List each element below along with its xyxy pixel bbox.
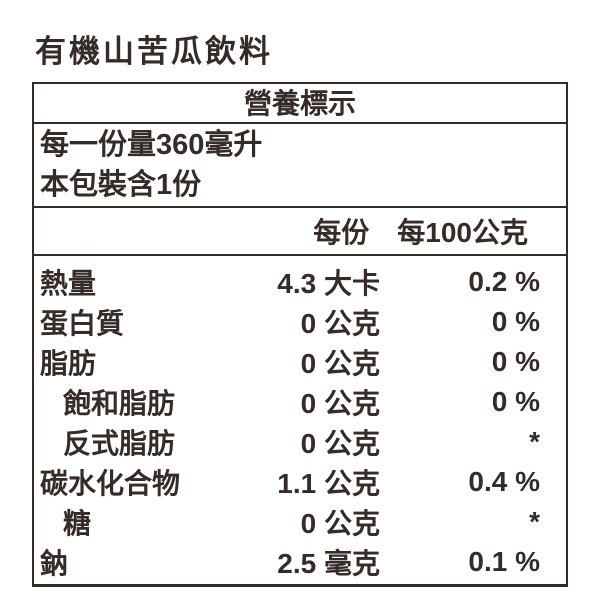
- nutrition-table-body: 熱量 4.3 大卡 0.2 % 蛋白質 0 公克 0 % 脂肪 0 公克 0 % 飽和脂肪 0 公克…: [34, 262, 566, 582]
- nutrition-panel: 營養標示 每一份量360毫升 本包裝含1份 每份 每100公克 熱量 4.3 大卡…: [32, 82, 568, 587]
- column-header-per-serving: 每份: [313, 217, 370, 248]
- nutrition-row: 蛋白質 0 公克 0 %: [34, 302, 566, 342]
- nutrition-row: 鈉 2.5 毫克 0.1 %: [34, 542, 566, 582]
- nutrition-rows-section: 熱量 4.3 大卡 0.2 % 蛋白質 0 公克 0 % 脂肪 0 公克 0 % 飽和脂肪 0 公克…: [34, 256, 566, 584]
- nutrition-row: 熱量 4.3 大卡 0.2 %: [34, 262, 566, 302]
- per-100g-value: *: [529, 426, 540, 457]
- nutrition-row: 反式脂肪 0 公克 *: [34, 422, 566, 462]
- per-100g-value: *: [529, 506, 540, 537]
- serving-info: 每一份量360毫升 本包裝含1份: [34, 124, 566, 208]
- product-title: 有機山苦瓜飲料: [35, 34, 273, 69]
- per-serving-value: 0 公克: [300, 308, 380, 339]
- per-100g-value: 0 %: [491, 346, 540, 377]
- per-100g-value: 0 %: [491, 306, 540, 337]
- nutrition-row: 糖 0 公克 *: [34, 502, 566, 542]
- nutrition-table: 熱量 4.3 大卡 0.2 % 蛋白質 0 公克 0 % 脂肪 0 公克 0 % 飽和脂肪 0 公克…: [34, 262, 566, 582]
- nutrition-row: 飽和脂肪 0 公克 0 %: [34, 382, 566, 422]
- nutrient-label: 反式脂肪: [63, 428, 176, 459]
- nutrient-label: 糖: [63, 508, 92, 539]
- per-serving-value: 1.1 公克: [277, 468, 380, 499]
- nutrient-label: 蛋白質: [40, 308, 125, 339]
- nutrient-label: 熱量: [40, 268, 97, 299]
- nutrient-label: 脂肪: [40, 348, 97, 379]
- nutrient-label: 飽和脂肪: [63, 388, 176, 419]
- per-serving-value: 4.3 大卡: [277, 268, 380, 299]
- nutrition-facts-heading: 營養標示: [34, 84, 566, 124]
- per-100g-value: 0.4 %: [468, 466, 540, 497]
- per-serving-value: 0 公克: [300, 348, 380, 379]
- column-header-per-100g: 每100公克: [397, 217, 528, 248]
- servings-per-package-line: 本包裝含1份: [40, 169, 202, 201]
- nutrition-row: 碳水化合物 1.1 公克 0.4 %: [34, 462, 566, 502]
- per-100g-value: 0 %: [491, 386, 540, 417]
- per-serving-value: 0 公克: [300, 428, 380, 459]
- per-100g-value: 0.2 %: [468, 266, 540, 297]
- per-100g-value: 0.1 %: [468, 546, 540, 577]
- serving-size-line: 每一份量360毫升: [40, 129, 263, 161]
- column-headers-row: 每份 每100公克: [34, 208, 566, 256]
- nutrient-label: 鈉: [40, 548, 69, 579]
- per-serving-value: 2.5 毫克: [277, 548, 380, 579]
- nutrition-row: 脂肪 0 公克 0 %: [34, 342, 566, 382]
- nutrient-label: 碳水化合物: [40, 468, 181, 499]
- per-serving-value: 0 公克: [300, 388, 380, 419]
- per-serving-value: 0 公克: [300, 508, 380, 539]
